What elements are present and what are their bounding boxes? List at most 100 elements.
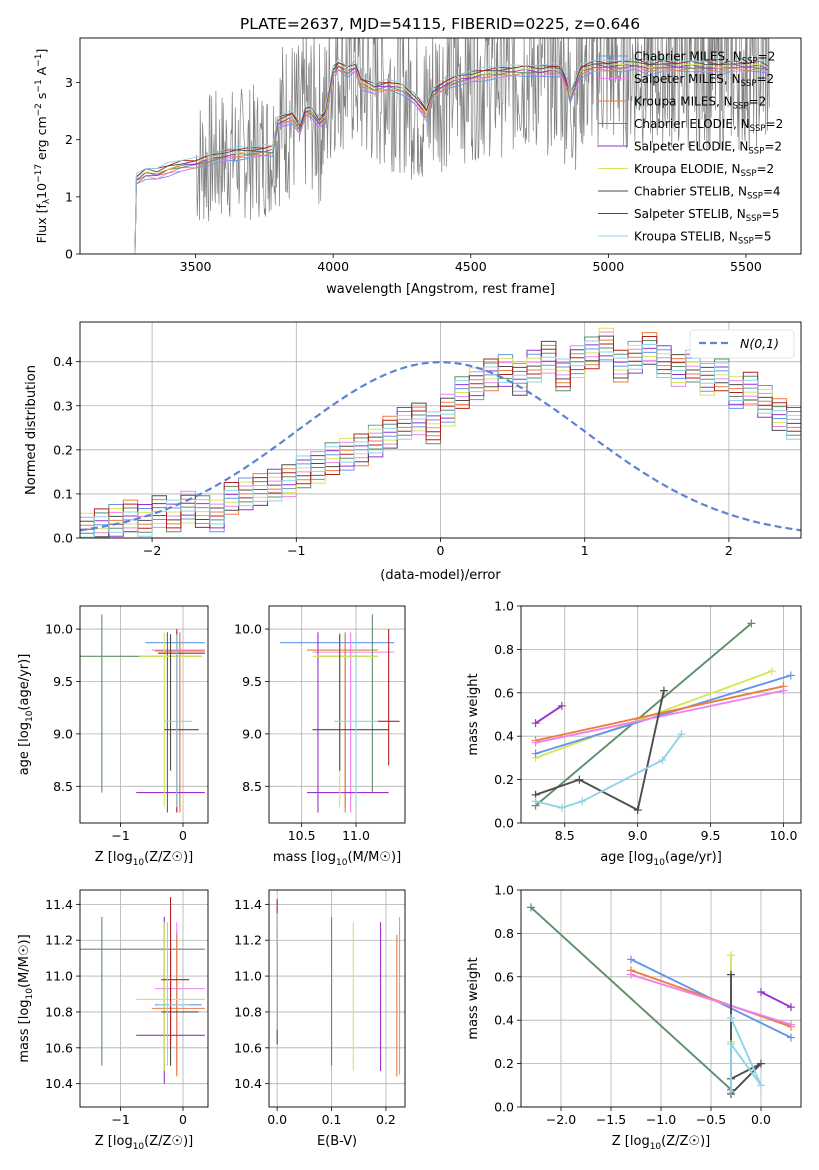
- y-tick-label: 8.5: [53, 779, 73, 794]
- x-tick-label: 1: [581, 543, 589, 558]
- x-tick-label: 4500: [455, 259, 487, 274]
- legend-box: [689, 329, 795, 359]
- legend-label: Chabrier MILES, NSSP=2: [634, 50, 775, 67]
- x-tick-label: 0.0: [267, 1112, 287, 1127]
- weight-line: [535, 674, 792, 755]
- x-tick-label: 0.2: [376, 1112, 396, 1127]
- y-tick-label: 0.4: [53, 354, 73, 369]
- weight-line: [730, 1017, 762, 1092]
- x-axis-label: E(B-V): [317, 1134, 357, 1149]
- weight-marker: [787, 1033, 795, 1042]
- mw_vs_Z-series: [527, 903, 795, 1098]
- weight-marker: [727, 1087, 735, 1096]
- x-tick-label: −0.5: [696, 1112, 726, 1127]
- y-tick-label: 1.0: [494, 883, 514, 898]
- y-tick-label: 0.6: [494, 685, 514, 700]
- y-tick-label: 0.2: [494, 772, 514, 787]
- spectrum-traces: [113, 38, 770, 254]
- legend-label: Salpeter STELIB, NSSP=5: [634, 207, 779, 224]
- mass_vs_Z-axes: −1 0 10.4 10.6 10.8 11.0 11.2 11.4 Z [log10(Z/Z☉…: [17, 889, 209, 1152]
- weight-marker: [627, 970, 635, 979]
- y-axis-label: Normed distribution: [24, 365, 39, 495]
- histogram-8: [80, 340, 801, 538]
- y-axis-label: mass weight: [466, 673, 481, 755]
- weight-marker: [531, 738, 540, 747]
- y-tick-label: 0.4: [494, 729, 514, 744]
- age_vs_Z-axes: −1 0 8.5 9.0 9.5 10.0 Z [log10(Z/Z☉)] age [log1…: [17, 605, 209, 868]
- mw_vs_age-axes: 8.5 9.0 9.5 10.0 0.0 0.2 0.4 0.6 0.8 1.0 age [log1…: [466, 599, 802, 868]
- x-tick-label: −1: [111, 1112, 129, 1127]
- mass_vs_Z-points: [80, 897, 205, 1084]
- x-tick-label: 0: [437, 543, 445, 558]
- weight-marker: [557, 803, 566, 812]
- y-tick-label: 10.0: [234, 622, 262, 637]
- weight-marker: [787, 1003, 795, 1012]
- weight-marker: [575, 775, 584, 784]
- legend-label: Kroupa ELODIE, NSSP=2: [634, 162, 774, 179]
- y-tick-label: 0.4: [494, 1013, 514, 1028]
- x-tick-label: 2: [725, 543, 733, 558]
- plot-frame: [520, 889, 802, 1108]
- y-tick-label: 11.0: [234, 969, 262, 984]
- y-tick-label: 1.0: [494, 599, 514, 614]
- y-tick-label: 10.0: [45, 622, 73, 637]
- legend-label: N(0,1): [740, 336, 779, 351]
- legend-label: Chabrier ELODIE, NSSP=2: [634, 117, 783, 134]
- plot-frame: [79, 889, 209, 1108]
- y-tick-label: 0.6: [494, 969, 514, 984]
- y-tick-label: 10.4: [45, 1076, 73, 1091]
- weight-marker: [627, 955, 635, 964]
- weight-marker: [659, 686, 668, 695]
- y-tick-label: 11.0: [45, 969, 73, 984]
- y-tick-label: 9.5: [53, 674, 73, 689]
- y-tick-label: 11.4: [45, 897, 73, 912]
- weight-marker: [767, 667, 776, 676]
- x-tick-label: 5000: [592, 259, 624, 274]
- y-tick-label: 0.2: [494, 1056, 514, 1071]
- model-spectrum-2: [113, 65, 769, 254]
- legend-label: Kroupa MILES, NSSP=2: [634, 95, 766, 112]
- spectrum-axes: 3500 4000 4500 5000 5500 0 1 2 3 wavelength [Angs…: [34, 37, 802, 297]
- y-tick-label: 10.8: [234, 1004, 262, 1019]
- weight-marker: [527, 903, 535, 912]
- weight-line: [730, 974, 762, 1097]
- x-tick-label: −1.0: [646, 1112, 676, 1127]
- x-tick-label: 0.1: [322, 1112, 342, 1127]
- weight-marker: [531, 749, 540, 758]
- x-tick-label: −1: [111, 828, 129, 843]
- y-axis-label: Flux [fλ10−17 erg cm−2 s−1 A−1]: [34, 49, 52, 244]
- plot-frame: [79, 605, 209, 824]
- model-spectrum-0: [113, 68, 769, 254]
- y-tick-label: 0.8: [494, 642, 514, 657]
- x-axis-label: (data-model)/error: [380, 568, 501, 583]
- plot-frame: [268, 889, 406, 1108]
- weight-line: [535, 689, 784, 744]
- model-spectrum-8: [113, 58, 769, 254]
- x-tick-label: 0: [179, 828, 187, 843]
- y-tick-label: 11.2: [234, 933, 262, 948]
- weight-marker: [786, 671, 795, 680]
- x-tick-label: −2: [143, 543, 161, 558]
- weight-marker: [787, 1020, 795, 1029]
- legend-label: Chabrier STELIB, NSSP=4: [634, 185, 781, 202]
- weight-line: [534, 622, 753, 807]
- x-tick-label: 3500: [180, 259, 212, 274]
- histogram-traces: [80, 327, 801, 538]
- mass_vs_EBV-axes: 0.0 0.1 0.2 10.4 10.6 10.8 11.0 11.2 11.4 E(B-V): [234, 889, 406, 1149]
- weight-marker: [727, 1014, 735, 1023]
- y-tick-label: 0.0: [494, 816, 514, 831]
- model-spectrum-7: [113, 58, 769, 254]
- plot-frame: [79, 37, 802, 255]
- y-tick-label: 0.1: [53, 486, 73, 501]
- y-tick-label: 0.3: [53, 398, 73, 413]
- plot-frame: [268, 605, 406, 824]
- x-tick-label: 10.0: [770, 828, 798, 843]
- normal-curve: [80, 360, 801, 532]
- y-tick-label: 11.2: [45, 933, 73, 948]
- weight-marker: [557, 701, 566, 710]
- x-axis-label: Z [log10(Z/Z☉)]: [95, 1134, 193, 1152]
- weight-line: [760, 991, 792, 1009]
- plot-frame: [79, 321, 802, 539]
- age_vs_mass-axes: 10.5 11.0 8.5 9.0 9.5 10.0 mass [log10(M/M☉)]: [234, 605, 406, 868]
- weight-line: [535, 705, 563, 724]
